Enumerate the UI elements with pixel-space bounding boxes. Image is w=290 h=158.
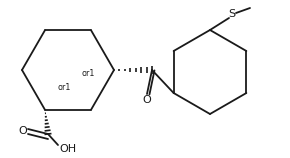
Text: or1: or1: [57, 83, 71, 92]
Text: O: O: [143, 95, 151, 105]
Text: OH: OH: [59, 144, 77, 154]
Text: S: S: [229, 9, 235, 19]
Text: O: O: [19, 126, 27, 136]
Text: or1: or1: [81, 69, 95, 78]
